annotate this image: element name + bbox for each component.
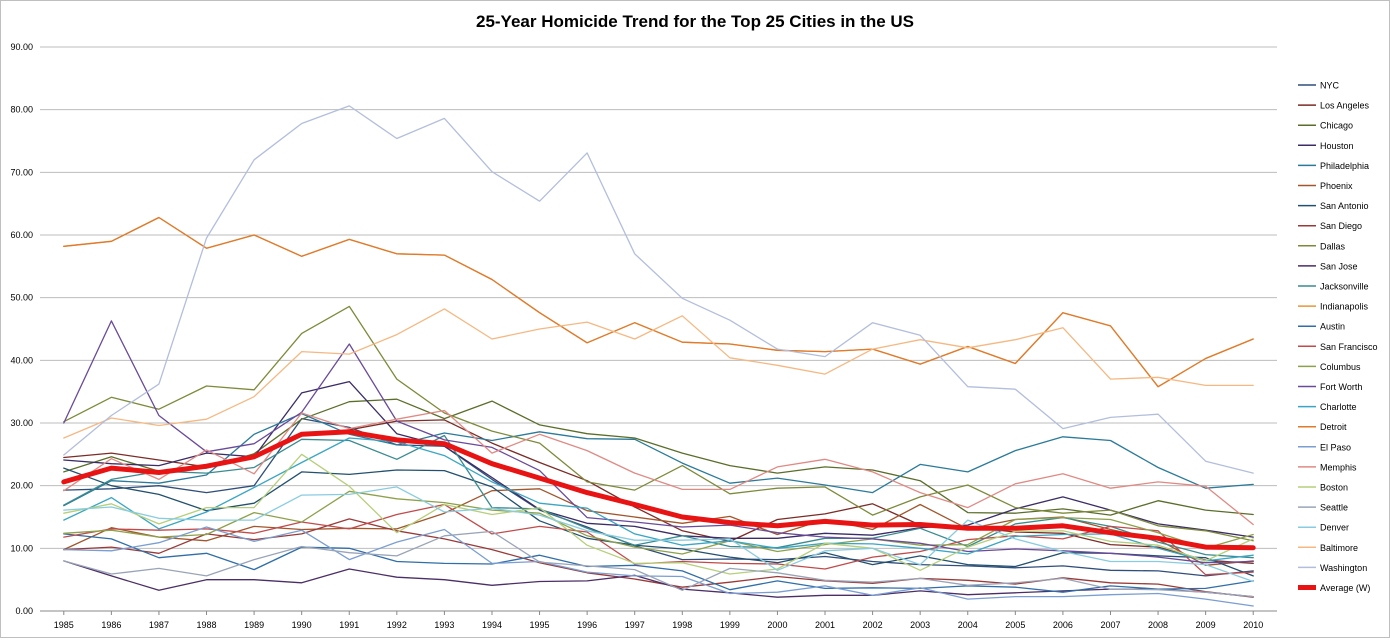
legend-label: Indianapolis	[1320, 302, 1369, 312]
x-tick-label: 2001	[815, 620, 835, 630]
legend-label: Los Angeles	[1320, 101, 1370, 111]
legend-label: Columbus	[1320, 362, 1361, 372]
x-tick-label: 2004	[958, 620, 978, 630]
x-tick-label: 1992	[387, 620, 407, 630]
legend-label: San Diego	[1320, 221, 1362, 231]
series-line-columbus	[63, 490, 1254, 555]
series-line-chicago	[63, 398, 1254, 516]
legend-label: San Jose	[1320, 261, 1358, 271]
x-tick-label: 1994	[482, 620, 502, 630]
legend-label: Phoenix	[1320, 181, 1353, 191]
legend-label: Chicago	[1320, 121, 1353, 131]
legend-label: Dallas	[1320, 241, 1346, 251]
y-tick-label: 20.00	[10, 481, 33, 491]
y-tick-label: 80.00	[10, 105, 33, 115]
y-tick-label: 30.00	[10, 418, 33, 428]
series-line-houston	[63, 380, 1254, 539]
x-tick-label: 2007	[1100, 620, 1120, 630]
x-tick-label: 2008	[1148, 620, 1168, 630]
legend-label: Average (W)	[1320, 583, 1370, 593]
x-tick-label: 2003	[910, 620, 930, 630]
x-tick-label: 1989	[244, 620, 264, 630]
legend-label: Fort Worth	[1320, 382, 1362, 392]
y-tick-label: 90.00	[10, 42, 33, 52]
legend-label: Jacksonville	[1320, 282, 1369, 292]
legend-label: Detroit	[1320, 422, 1347, 432]
x-tick-label: 2005	[1005, 620, 1025, 630]
x-tick-label: 1995	[530, 620, 550, 630]
legend-label: NYC	[1320, 81, 1340, 91]
x-tick-label: 1999	[720, 620, 740, 630]
chart-title: 25-Year Homicide Trend for the Top 25 Ci…	[476, 12, 914, 31]
legend-label: El Paso	[1320, 442, 1351, 452]
legend-label: Memphis	[1320, 462, 1357, 472]
series-line-nyc	[63, 417, 1254, 577]
y-tick-label: 40.00	[10, 355, 33, 365]
x-tick-label: 2000	[767, 620, 787, 630]
legend-label: Boston	[1320, 483, 1348, 493]
x-tick-label: 1996	[577, 620, 597, 630]
legend-label: Austin	[1320, 322, 1345, 332]
x-tick-label: 1998	[672, 620, 692, 630]
axes: 0.00 10.00 20.00 30.00 40.00 50.00 60.00 70.00 8…	[10, 42, 1263, 630]
legend-label: San Antonio	[1320, 201, 1369, 211]
y-tick-label: 10.00	[10, 543, 33, 553]
x-tick-label: 1993	[434, 620, 454, 630]
series-line-memphis	[63, 409, 1254, 526]
series-line-washington	[63, 105, 1254, 474]
plot-area	[61, 105, 1256, 607]
legend-label: Houston	[1320, 141, 1354, 151]
legend-label: Washington	[1320, 563, 1367, 573]
x-tick-label: 1991	[339, 620, 359, 630]
series-line-fort-worth	[63, 320, 1254, 564]
legend-label: Seattle	[1320, 503, 1348, 513]
series-line-baltimore	[63, 308, 1254, 439]
series-line-average-w	[61, 429, 1256, 551]
series-line-dallas	[63, 305, 1254, 542]
legend-label: San Francisco	[1320, 342, 1378, 352]
x-tick-label: 1990	[292, 620, 312, 630]
x-tick-label: 1997	[625, 620, 645, 630]
x-tick-label: 2010	[1243, 620, 1263, 630]
legend: NYC Los Angeles Chicago Houston Philadelphia…	[1298, 81, 1378, 593]
series-line-philadelphia	[63, 412, 1254, 507]
legend-label: Baltimore	[1320, 543, 1358, 553]
x-tick-label: 2009	[1196, 620, 1216, 630]
x-tick-label: 1985	[54, 620, 74, 630]
y-tick-label: 0.00	[15, 606, 33, 616]
x-tick-label: 2002	[863, 620, 883, 630]
x-tick-label: 1987	[149, 620, 169, 630]
legend-label: Charlotte	[1320, 402, 1357, 412]
x-tick-label: 2006	[1053, 620, 1073, 630]
series-line-detroit	[63, 216, 1254, 388]
y-tick-label: 60.00	[10, 230, 33, 240]
y-tick-label: 70.00	[10, 167, 33, 177]
series-line-el-paso	[63, 526, 1254, 607]
series-line-boston	[63, 453, 1254, 575]
series-line-seattle	[63, 530, 1254, 598]
gridlines	[40, 46, 1277, 612]
series-line-denver	[63, 486, 1254, 583]
series-line-austin	[63, 533, 1254, 593]
y-tick-label: 50.00	[10, 293, 33, 303]
legend-label: Philadelphia	[1320, 161, 1369, 171]
x-tick-label: 1986	[101, 620, 121, 630]
x-tick-label: 1988	[197, 620, 217, 630]
legend-label: Denver	[1320, 523, 1349, 533]
